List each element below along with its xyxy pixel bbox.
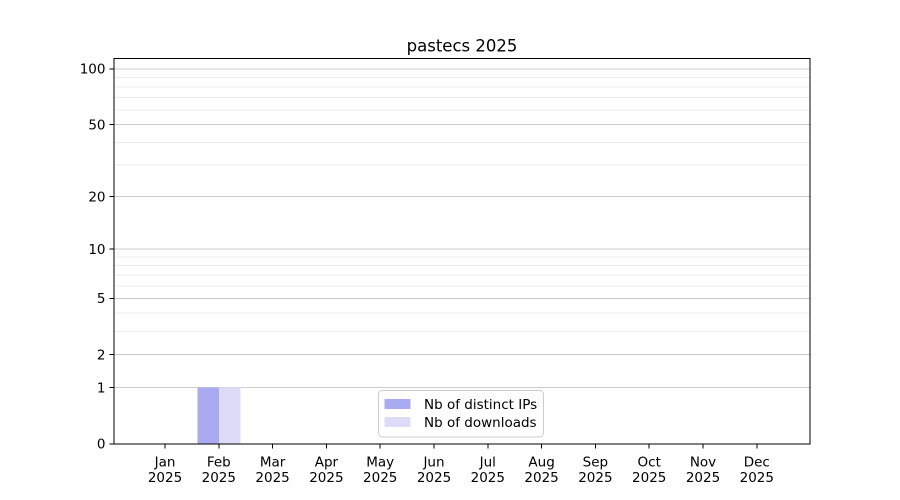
x-tick-label-month: Aug [528,455,554,471]
legend-label: Nb of downloads [424,415,537,431]
x-tick-label-year: 2025 [686,470,720,486]
x-tick-label-year: 2025 [632,470,666,486]
x-tick-label-month: Feb [207,455,231,471]
bar [218,387,241,444]
x-tick-label-year: 2025 [740,470,774,486]
x-tick-label-month: Jun [422,455,444,471]
x-tick-label-year: 2025 [202,470,236,486]
x-tick-label-month: Sep [583,455,608,471]
legend-label: Nb of distinct IPs [424,397,537,413]
x-tick-label-month: Mar [260,455,286,471]
x-tick-label-year: 2025 [148,470,182,486]
x-tick-label-year: 2025 [471,470,505,486]
x-tick-label-year: 2025 [255,470,289,486]
y-tick-label: 5 [97,291,106,307]
x-tick-label-year: 2025 [363,470,397,486]
legend-swatch [384,417,411,427]
x-tick-label-year: 2025 [417,470,451,486]
x-tick-label-year: 2025 [524,470,558,486]
chart-layers: Jan2025Feb2025Mar2025Apr2025May2025Jun20… [80,57,811,486]
y-tick-label: 50 [88,117,105,133]
x-tick-label-year: 2025 [309,470,343,486]
bar [197,387,219,444]
x-tick-label-month: Dec [744,455,770,471]
y-tick-label: 1 [97,380,106,396]
legend-box [378,390,544,438]
legend-swatch [384,399,411,409]
y-tick-label: 10 [88,242,105,258]
y-tick-label: 20 [88,189,105,205]
y-tick-label: 2 [97,347,106,363]
x-tick-label-year: 2025 [578,470,612,486]
y-tick-label: 100 [80,62,106,78]
y-tick-label: 0 [97,437,106,453]
x-tick-label-month: Oct [638,455,661,471]
x-tick-label-month: Jan [154,455,176,471]
x-tick-label-month: Apr [315,455,339,471]
x-tick-label-month: Jul [479,455,496,471]
chart-title: pastecs 2025 [407,37,518,56]
x-tick-label-month: Nov [690,455,716,471]
plot-frame [113,57,811,445]
x-tick-label-month: May [366,455,394,471]
